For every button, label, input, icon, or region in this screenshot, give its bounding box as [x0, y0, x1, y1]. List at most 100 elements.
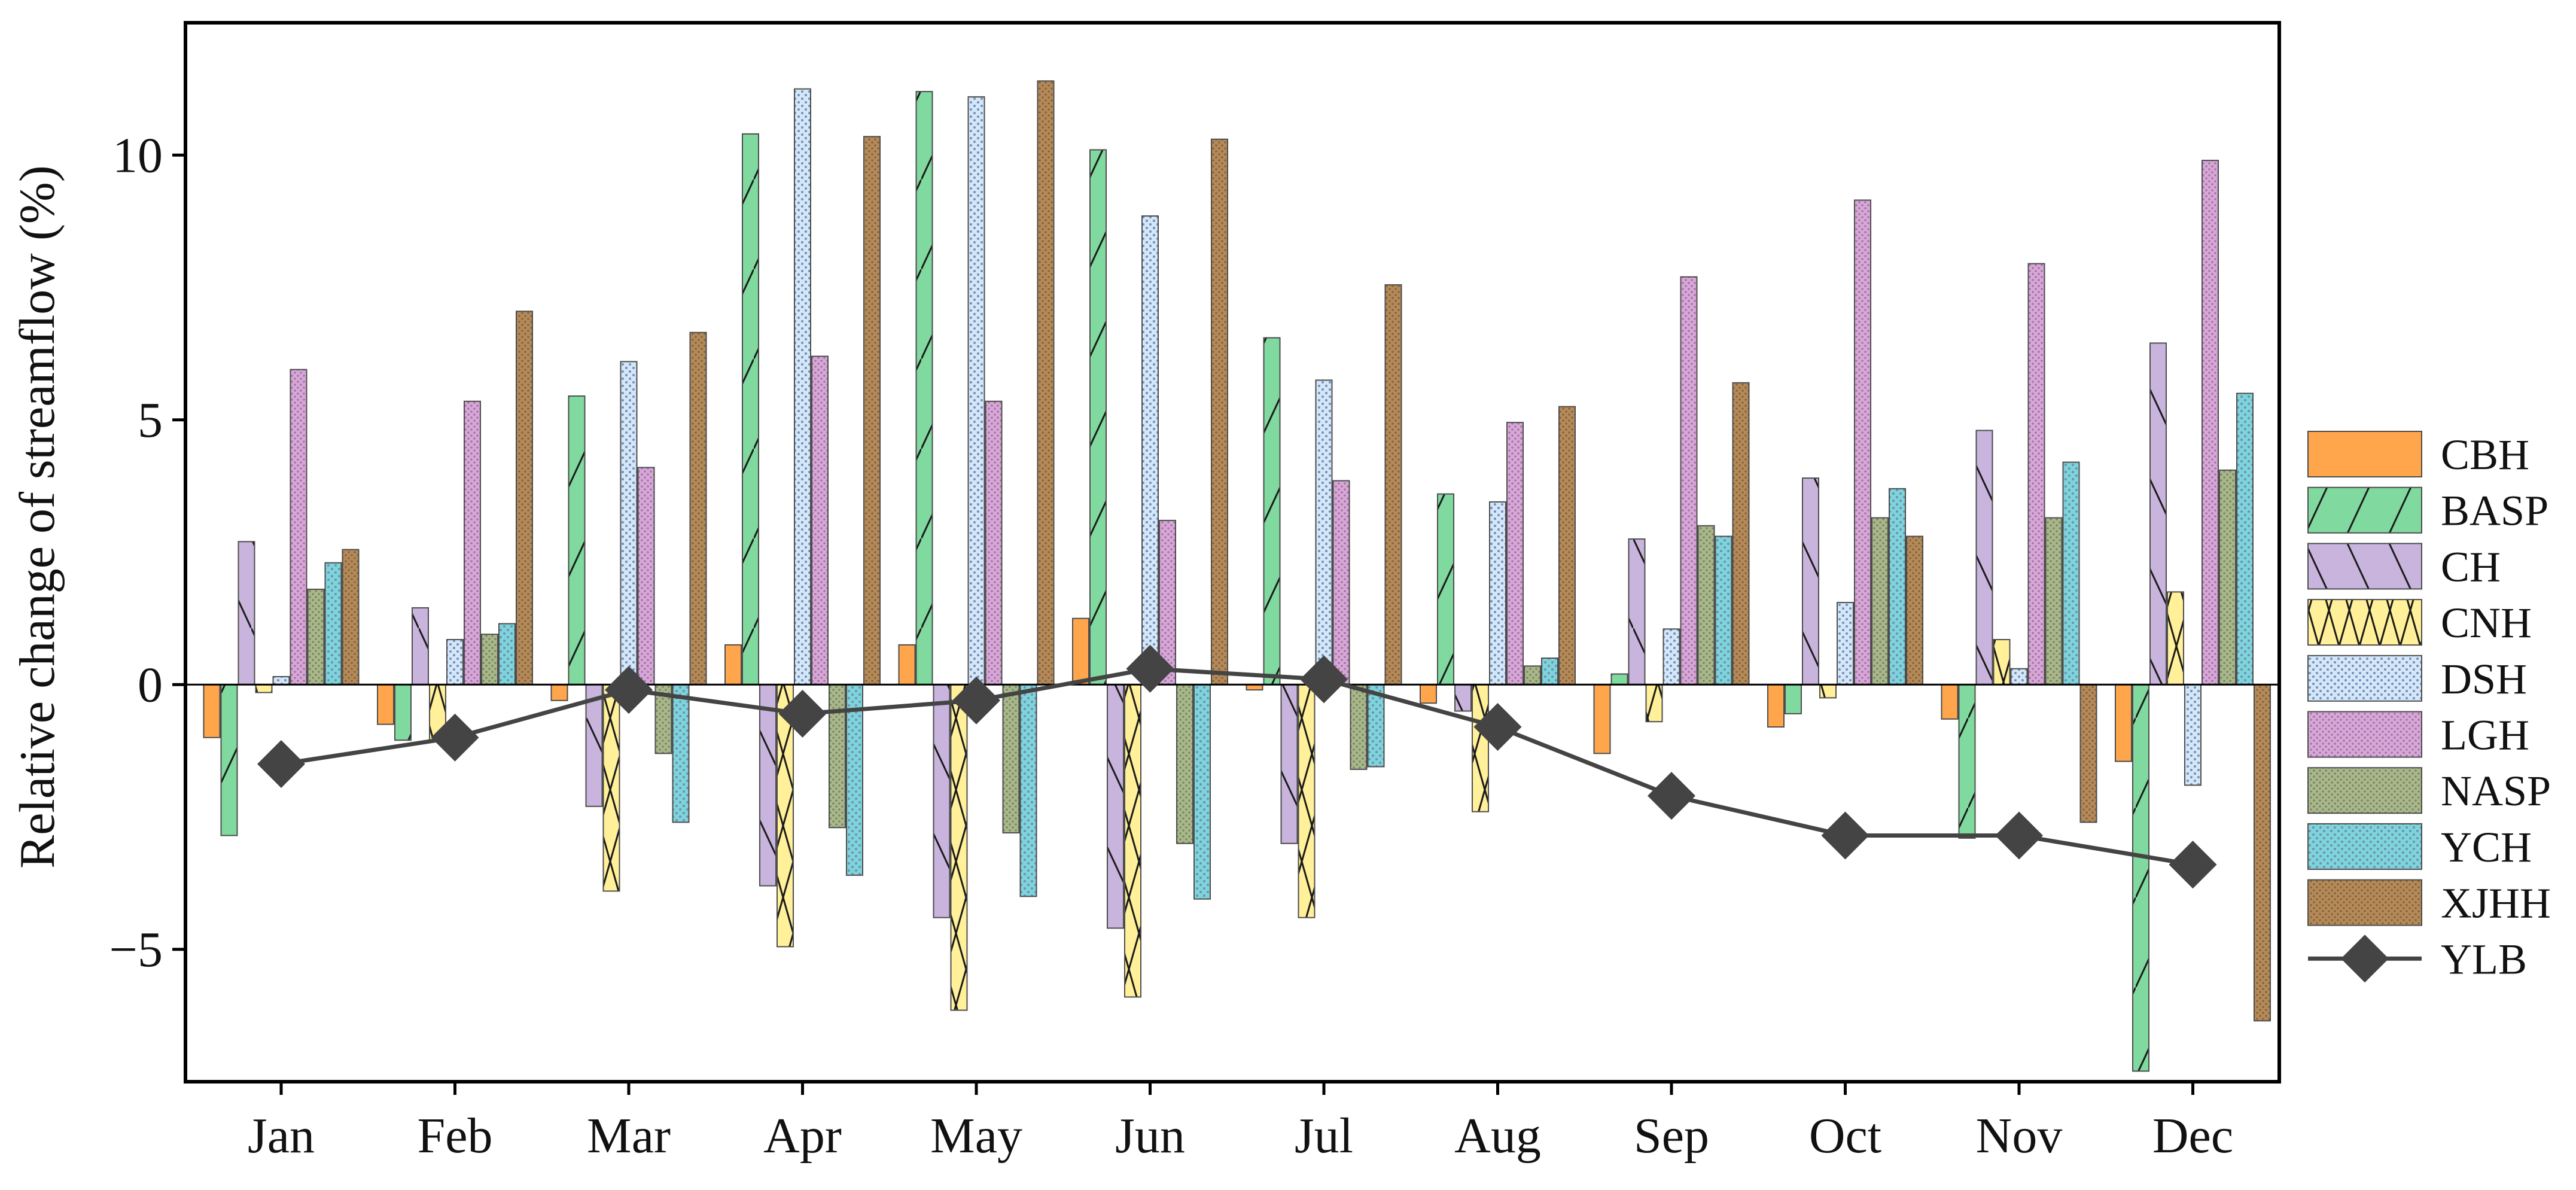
- x-tick-label-jan: Jan: [248, 1108, 315, 1164]
- bar-ch-aug: [1454, 684, 1472, 712]
- bar-xjhh-nov: [2079, 684, 2097, 823]
- bar-dsh-feb: [446, 639, 464, 686]
- bar-xjhh-apr: [863, 136, 881, 686]
- legend-label-ych: YCH: [2441, 823, 2532, 871]
- plot-frame: [184, 21, 2281, 1084]
- bar-ch-apr: [759, 684, 777, 887]
- ylb-marker-sep: [1648, 772, 1695, 820]
- bar-ych-aug: [1541, 658, 1558, 686]
- bar-basp-nov: [1958, 684, 1976, 839]
- x-tick-label-feb: Feb: [418, 1108, 493, 1164]
- legend-swatch-cnh: [2307, 599, 2422, 646]
- bar-ch-mar: [585, 684, 603, 807]
- bar-nasp-feb: [481, 634, 498, 686]
- bar-basp-dec: [2132, 684, 2149, 1072]
- bar-dsh-nov: [2010, 668, 2028, 686]
- bar-ych-mar: [672, 684, 690, 823]
- x-tick-label-may: May: [930, 1108, 1022, 1164]
- bar-dsh-mar: [620, 361, 638, 686]
- legend-item-xjhh: XJHH: [2307, 879, 2551, 927]
- bar-nasp-dec: [2219, 469, 2236, 686]
- legend-label-xjhh: XJHH: [2441, 879, 2551, 927]
- bar-cbh-jan: [203, 684, 221, 738]
- bar-dsh-may: [967, 96, 985, 686]
- bar-basp-aug: [1437, 493, 1454, 686]
- bar-cbh-apr: [724, 644, 742, 686]
- ylb-marker-oct: [1821, 811, 1869, 860]
- bar-xjhh-oct: [1906, 535, 1923, 686]
- bar-lgh-jun: [1159, 519, 1176, 686]
- bar-ych-oct: [1889, 488, 1906, 686]
- bar-xjhh-mar: [689, 331, 707, 686]
- legend-label-lgh: LGH: [2441, 711, 2529, 759]
- bar-nasp-may: [1002, 684, 1020, 834]
- bar-cnh-apr: [777, 684, 794, 948]
- bar-cbh-sep: [1593, 684, 1611, 754]
- ylb-line: [281, 666, 2194, 867]
- legend-label-cbh: CBH: [2441, 431, 2529, 479]
- bar-ch-feb: [412, 607, 429, 686]
- y-tick-label: 10: [112, 127, 163, 183]
- bar-xjhh-may: [1037, 80, 1055, 686]
- ylb-marker-mar: [605, 666, 653, 714]
- bar-lgh-jan: [290, 369, 307, 686]
- bar-basp-feb: [394, 684, 412, 741]
- x-tick-label-oct: Oct: [1809, 1108, 1881, 1164]
- bar-basp-oct: [1785, 684, 1802, 714]
- bar-nasp-apr: [829, 684, 846, 829]
- bar-xjhh-aug: [1558, 406, 1576, 686]
- bar-cnh-sep: [1645, 684, 1663, 723]
- bar-xjhh-jun: [1211, 138, 1228, 686]
- bar-ych-dec: [2236, 392, 2254, 686]
- bar-basp-jun: [1089, 149, 1107, 686]
- bar-cnh-aug: [1472, 684, 1489, 812]
- bar-lgh-nov: [2027, 263, 2045, 686]
- bar-xjhh-sep: [1732, 382, 1750, 686]
- bar-basp-apr: [742, 133, 759, 686]
- ylb-marker-apr: [778, 689, 827, 738]
- bar-ch-jan: [237, 541, 255, 686]
- bar-cnh-jan: [255, 684, 273, 693]
- legend-swatch-ych: [2307, 823, 2422, 870]
- legend-label-ylb: YLB: [2441, 935, 2527, 983]
- bar-lgh-aug: [1506, 422, 1524, 686]
- bar-nasp-jun: [1176, 684, 1193, 844]
- legend-item-nasp: NASP: [2307, 767, 2551, 815]
- bar-lgh-mar: [637, 467, 655, 686]
- bar-dsh-jan: [272, 675, 290, 686]
- bar-ych-sep: [1715, 535, 1732, 686]
- bar-ch-may: [933, 684, 951, 918]
- bar-cnh-dec: [2167, 591, 2184, 686]
- ylb-marker-may: [952, 676, 1000, 725]
- legend-swatch-nasp: [2307, 767, 2422, 814]
- bar-dsh-sep: [1662, 628, 1680, 686]
- legend-item-ch: CH: [2307, 543, 2501, 591]
- x-tick-label-apr: Apr: [763, 1108, 842, 1164]
- legend-item-basp: BASP: [2307, 486, 2548, 535]
- x-tick-label-sep: Sep: [1634, 1108, 1709, 1164]
- legend-label-basp: BASP: [2441, 487, 2548, 535]
- bar-cbh-mar: [550, 684, 568, 701]
- legend-swatch-cbh: [2307, 431, 2422, 477]
- bar-lgh-may: [985, 400, 1003, 686]
- bar-lgh-sep: [1680, 276, 1698, 686]
- legend-item-ych: YCH: [2307, 823, 2532, 871]
- bar-lgh-apr: [811, 355, 829, 686]
- bar-cbh-may: [898, 644, 916, 686]
- bar-cbh-oct: [1767, 684, 1785, 728]
- x-tick-label-nov: Nov: [1976, 1108, 2063, 1164]
- bar-xjhh-dec: [2254, 684, 2271, 1022]
- bar-nasp-sep: [1697, 525, 1715, 686]
- bar-ch-nov: [1975, 430, 1993, 686]
- bar-basp-sep: [1610, 673, 1628, 686]
- legend-marker-ylb: [2341, 935, 2389, 983]
- y-tick-label: 0: [138, 657, 163, 713]
- bar-lgh-oct: [1854, 199, 1871, 686]
- bar-nasp-jan: [307, 588, 325, 686]
- bar-ych-nov: [2062, 461, 2080, 686]
- ylb-marker-jun: [1126, 644, 1174, 693]
- bar-cnh-may: [950, 684, 968, 1011]
- legend-swatch-dsh: [2307, 655, 2422, 702]
- bar-basp-jul: [1263, 337, 1281, 686]
